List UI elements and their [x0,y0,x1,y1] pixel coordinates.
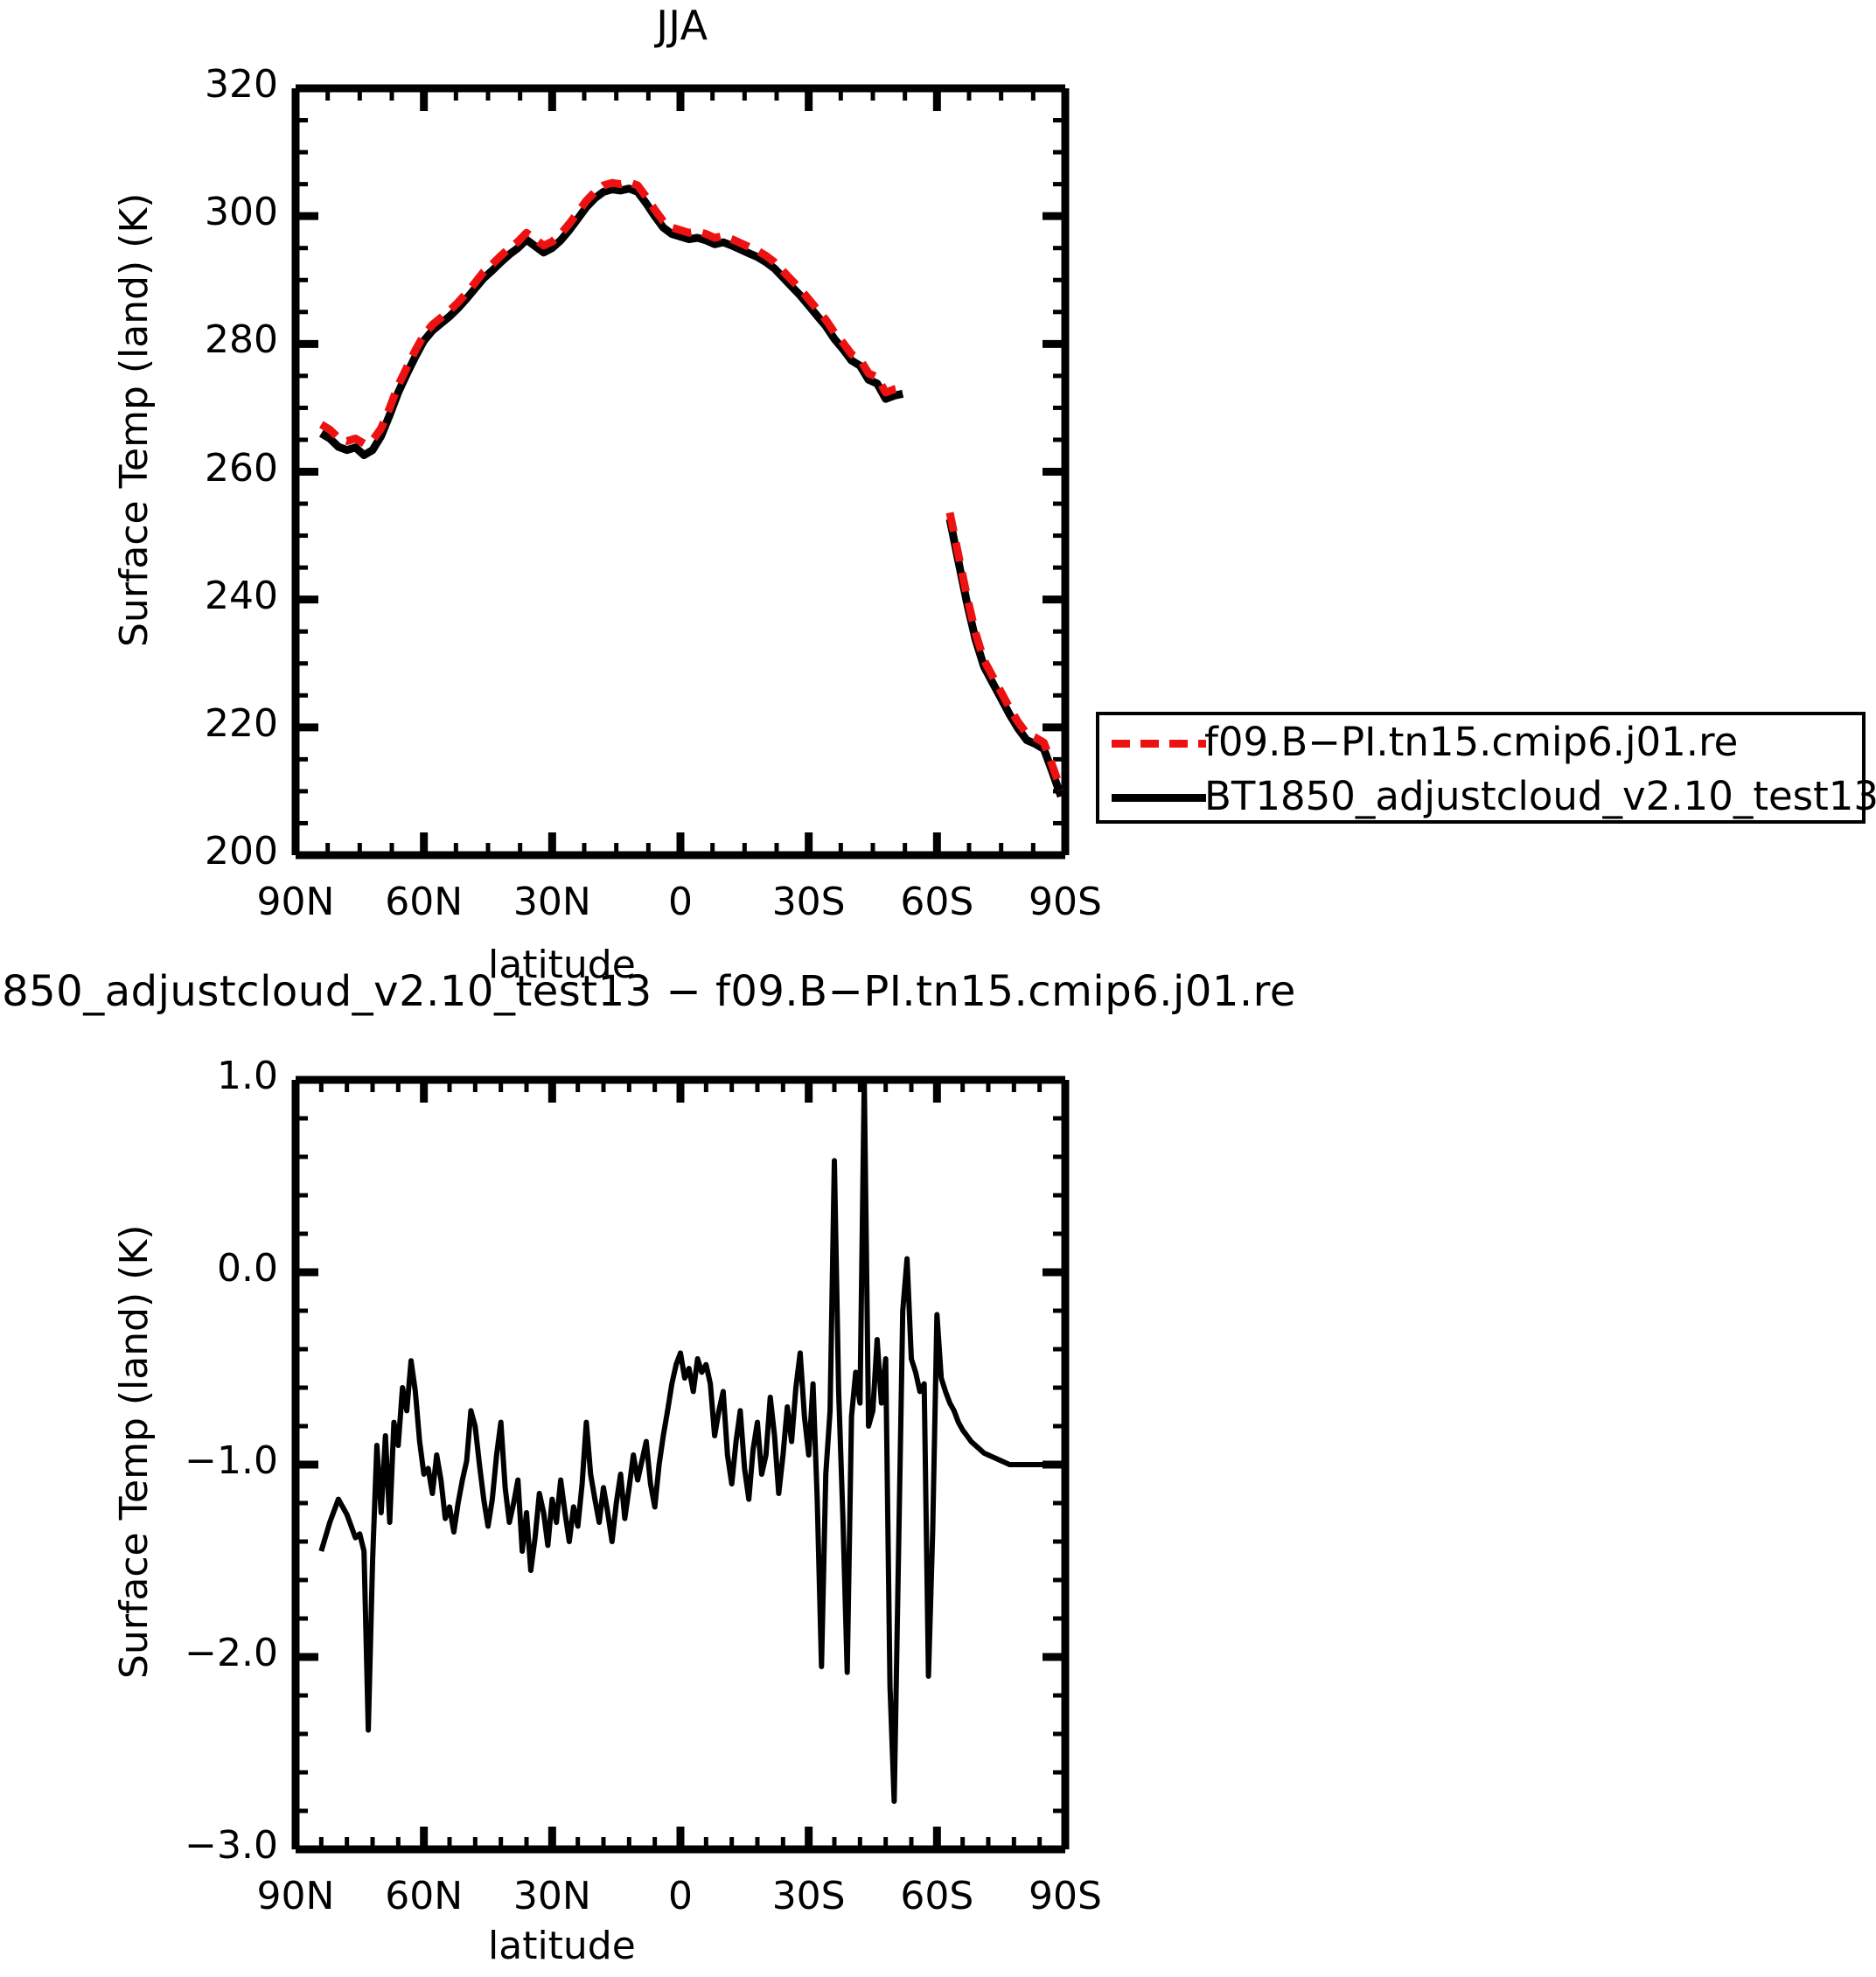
top-panel-title: JJA [656,2,708,49]
bottom-tick-marks [291,1076,1070,1854]
x-tick-label: 90S [1029,1874,1102,1918]
x-tick-label: 60N [385,880,464,924]
bottom-panel-title: 850_adjustcloud_v2.10_test13 − f09.B−PI.… [2,967,1296,1016]
top-data-curves [318,178,1065,798]
x-tick-label: 0 [668,1874,693,1918]
series-path [945,512,1065,791]
bottom-axes [291,1076,1070,1854]
y-tick-label: 300 [205,190,278,235]
y-tick-label: −2.0 [185,1631,278,1675]
x-tick-label: 60N [385,1874,464,1918]
y-tick-label: 260 [205,445,278,491]
y-tick-label: 240 [205,573,278,618]
legend-entry-test: BT1850_adjustcloud_v2.10_test13 [1099,769,1876,825]
y-tick-label: 0.0 [217,1246,278,1291]
series-path [318,1077,1049,1804]
x-tick-label: 60S [900,880,974,924]
bottom-panel-plot [291,1076,1070,1854]
legend-swatch-solid-black [1112,794,1206,802]
series-path [318,178,904,448]
y-tick-label: 280 [205,317,278,363]
legend: f09.B−PI.tn15.cmip6.j01.re BT1850_adjust… [1096,712,1876,825]
top-axes [291,84,1070,860]
series-path [318,184,904,459]
top-tick-marks [291,84,1070,860]
x-tick-label: 60S [900,1874,974,1918]
x-tick-label: 0 [668,880,693,924]
x-tick-label: 30N [513,1874,591,1918]
y-tick-label: 1.0 [217,1054,278,1098]
legend-entry-reference: f09.B−PI.tn15.cmip6.j01.re [1099,715,1862,771]
y-tick-label: −3.0 [185,1823,278,1868]
x-tick-label: 30S [771,1874,846,1918]
legend-label-test: BT1850_adjustcloud_v2.10_test13 [1204,773,1876,819]
bottom-data-curves [318,1077,1049,1804]
top-x-axis-title: latitude [488,943,636,987]
bottom-y-axis-title: Surface Temp (land) (K) [112,1224,157,1679]
x-tick-label: 90N [256,880,335,924]
y-tick-label: 320 [205,62,278,107]
y-tick-label: 220 [205,700,278,746]
x-tick-label: 30S [771,880,846,924]
series-path [945,518,1065,798]
legend-swatch-dashed-red [1112,740,1206,748]
legend-label-reference: f09.B−PI.tn15.cmip6.j01.re [1204,719,1739,765]
x-tick-label: 30N [513,880,591,924]
x-tick-label: 90S [1029,880,1102,924]
bottom-x-axis-title: latitude [488,1924,636,1968]
top-panel-plot [291,84,1070,860]
y-tick-label: −1.0 [185,1438,278,1483]
top-y-axis-title: Surface Temp (land) (K) [112,192,157,647]
y-tick-label: 200 [205,829,278,874]
x-tick-label: 90N [256,1874,335,1918]
